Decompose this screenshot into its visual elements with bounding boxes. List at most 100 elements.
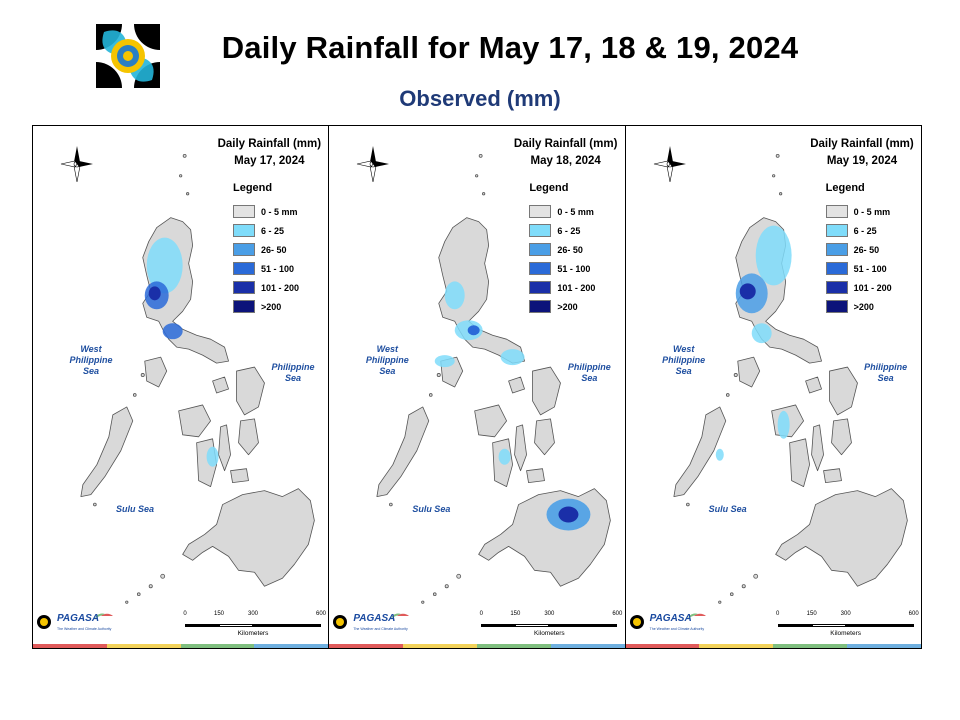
- scale-tick-label: 600: [908, 611, 919, 617]
- legend-swatch: [233, 205, 255, 218]
- legend-swatch: [825, 243, 848, 256]
- compass-rose-icon: [652, 142, 688, 186]
- legend-item: 51 - 100: [529, 259, 619, 278]
- legend-label: 0 - 5 mm: [853, 206, 891, 217]
- legend-label: 6 - 25: [853, 225, 877, 236]
- scale-tick-label: 150: [510, 611, 521, 617]
- label-west-philippine-sea: West Philippine Sea: [365, 344, 409, 376]
- map-panel-may-17: Daily Rainfall (mm) May 17, 2024 Legend …: [33, 126, 330, 648]
- legend-item: 6 - 25: [825, 221, 916, 240]
- rain-area: [715, 448, 724, 461]
- legend-label: 51 - 100: [853, 263, 887, 274]
- legend-swatch: [233, 262, 255, 275]
- legend-list: 0 - 5 mm 6 - 25 26- 50 51 - 100 101 - 200 >20…: [529, 202, 619, 316]
- legend-list: 0 - 5 mm 6 - 25 26- 50 51 - 100 101 - 200 >20…: [825, 202, 916, 316]
- legend-swatch: [529, 205, 552, 218]
- color-strip: [33, 644, 329, 648]
- legend-item: 6 - 25: [233, 221, 323, 240]
- scale-tick-label: 0: [183, 611, 187, 617]
- legend-label: >200: [557, 301, 578, 312]
- panel-title: Daily Rainfall (mm) May 17, 2024: [217, 138, 322, 167]
- label-west-philippine-sea: West Philippine Sea: [69, 344, 113, 376]
- rain-area: [148, 286, 161, 301]
- legend-label: 26- 50: [261, 244, 287, 255]
- philippines-map: [80, 153, 315, 604]
- agency-logo: [96, 24, 160, 88]
- legend-item: 26- 50: [825, 240, 916, 259]
- pagasa-logo: PAGASA The Weather and Climate Authority: [628, 602, 708, 642]
- legend-item: 51 - 100: [825, 259, 916, 278]
- page-title: Daily Rainfall for May 17, 18 & 19, 2024: [221, 30, 799, 65]
- label-philippine-sea: Philippine Sea: [864, 362, 908, 383]
- legend-label: 0 - 5 mm: [261, 206, 298, 217]
- label-west-philippine-sea: West Philippine Sea: [662, 344, 706, 376]
- legend-label: 6 - 25: [557, 225, 581, 236]
- legend-swatch: [825, 300, 848, 313]
- panel-title: Daily Rainfall (mm) May 19, 2024: [810, 138, 914, 167]
- scale-bar: 0 150 300 600 Kilometers: [479, 611, 623, 637]
- legend-label: 101 - 200: [261, 282, 300, 293]
- legend-item: 101 - 200: [529, 278, 619, 297]
- philippines-map: [376, 153, 612, 604]
- legend-item: 0 - 5 mm: [529, 202, 619, 221]
- rain-area: [435, 355, 456, 368]
- legend-swatch: [529, 243, 552, 256]
- legend-list: 0 - 5 mm 6 - 25 26- 50 51 - 100 101 - 200 >20…: [233, 202, 323, 316]
- scale-tick-label: 600: [612, 611, 623, 617]
- map-panel-may-18: Daily Rainfall (mm) May 18, 2024 Legend …: [329, 126, 626, 648]
- legend-item: >200: [825, 297, 916, 316]
- legend-label: 101 - 200: [557, 282, 596, 293]
- rain-area: [500, 349, 525, 366]
- legend-title: Legend: [233, 182, 273, 194]
- color-strip: [329, 644, 625, 648]
- legend-item: 51 - 100: [233, 259, 323, 278]
- rain-area: [206, 446, 219, 467]
- legend-swatch: [529, 224, 552, 237]
- legend-label: 6 - 25: [261, 225, 285, 236]
- scale-tick-label: 300: [544, 611, 555, 617]
- map-panels: Daily Rainfall (mm) May 17, 2024 Legend …: [32, 125, 922, 649]
- rain-area: [751, 323, 772, 344]
- label-sulu-sea: Sulu Sea: [115, 504, 154, 514]
- legend-item: 0 - 5 mm: [233, 202, 323, 221]
- legend-swatch: [529, 300, 552, 313]
- label-philippine-sea: Philippine Sea: [567, 362, 611, 383]
- label-sulu-sea: Sulu Sea: [412, 504, 451, 514]
- legend-label: >200: [261, 301, 282, 312]
- rain-area: [468, 325, 480, 336]
- legend-item: 101 - 200: [233, 278, 323, 297]
- map-panel-may-19: Daily Rainfall (mm) May 19, 2024 Legend …: [625, 126, 921, 648]
- legend-item: 101 - 200: [825, 278, 916, 297]
- legend-item: >200: [233, 297, 323, 316]
- scale-bar: 0 150 300 600 Kilometers: [183, 611, 327, 637]
- scale-tick-label: 0: [775, 611, 780, 617]
- legend-item: 26- 50: [233, 240, 323, 259]
- scale-tick-label: 300: [247, 611, 259, 617]
- legend-swatch: [233, 224, 255, 237]
- rain-area: [739, 283, 756, 300]
- label-sulu-sea: Sulu Sea: [708, 504, 747, 514]
- scale-tick-label: 600: [315, 611, 327, 617]
- legend-label: 26- 50: [557, 244, 583, 255]
- compass-rose-icon: [59, 142, 95, 186]
- legend-label: >200: [853, 301, 874, 312]
- rain-area: [558, 506, 579, 523]
- rain-area: [162, 323, 183, 340]
- legend-swatch: [233, 300, 255, 313]
- rain-area: [445, 281, 466, 310]
- pagasa-logo: PAGASA The Weather and Climate Authority: [35, 602, 115, 642]
- scale-tick-label: 150: [213, 611, 225, 617]
- legend: Legend 0 - 5 mm 6 - 25 26- 50 51 - 100 101 -…: [825, 182, 916, 316]
- compass-rose-icon: [355, 142, 391, 186]
- legend-item: 0 - 5 mm: [825, 202, 916, 221]
- legend-swatch: [529, 281, 552, 294]
- scale-tick-label: 150: [806, 611, 817, 617]
- scale-bar: 0 150 300 600 Kilometers: [775, 611, 919, 637]
- rain-area: [755, 225, 792, 286]
- legend-title: Legend: [529, 182, 569, 194]
- legend-swatch: [825, 281, 848, 294]
- panel-title: Daily Rainfall (mm) May 18, 2024: [513, 138, 618, 167]
- legend: Legend 0 - 5 mm 6 - 25 26- 50 51 - 100 101 -…: [233, 182, 323, 316]
- rain-area: [777, 410, 790, 439]
- legend: Legend 0 - 5 mm 6 - 25 26- 50 51 - 100 101 -…: [529, 182, 619, 316]
